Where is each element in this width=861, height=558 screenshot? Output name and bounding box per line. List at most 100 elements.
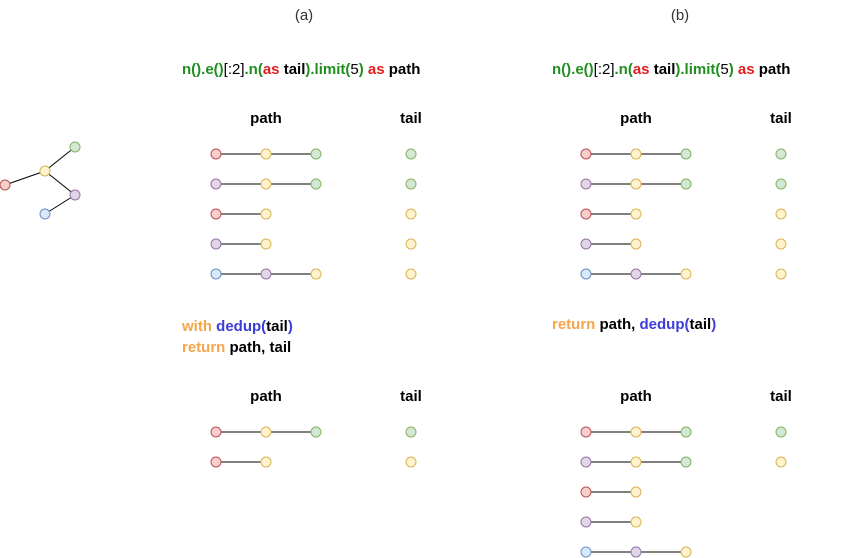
path-node-purple [580,516,592,528]
table-row [580,208,787,220]
path-node-yellow [630,178,642,190]
code-token: path [385,61,421,78]
code-token: path [755,61,791,78]
code-token: path, [595,316,639,333]
code-token: 5 [720,61,728,78]
graph-edge [44,194,76,215]
code-token: as [734,61,755,78]
path-table-b-top [580,148,787,280]
table-row [580,456,787,468]
path-node-yellow [260,148,272,160]
code-token: tail [280,61,306,78]
path-node-purple [260,268,272,280]
path-node-purple [580,178,592,190]
graph-node-purple [69,189,81,201]
code-token: [:2] [224,61,245,78]
path-node-yellow [260,426,272,438]
header-path-b-bottom: path [620,388,652,405]
path-node-red [580,208,592,220]
path-node-purple [630,268,642,280]
code-token: [:2] [594,61,615,78]
tail-node-yellow [775,268,787,280]
tail-node-yellow [405,238,417,250]
code-token: with [181,318,212,335]
path-table-b-bottom [580,426,787,558]
panel-label-b: (b) [671,7,689,24]
path-node-green [310,426,322,438]
path-node-yellow [630,148,642,160]
code-token: n().e() [552,61,594,78]
header-tail-b-top: tail [770,110,792,127]
code-token: ) [729,61,734,78]
path-node-green [310,148,322,160]
graph-edge [4,170,46,186]
path-node-yellow [630,208,642,220]
code-token: dedup( [212,318,266,335]
path-node-green [680,148,692,160]
graph-edge [44,170,76,196]
code-token: tail [690,316,712,333]
table-row [580,268,787,280]
graph-node-red [0,179,11,191]
code-token: return [552,316,595,333]
header-path-a-bottom: path [250,388,282,405]
graph-node-blue [39,208,51,220]
return-dedup-code-b: return path, dedup(tail) [552,316,716,333]
graph-node-green [69,141,81,153]
table-row [580,238,787,250]
path-node-purple [210,178,222,190]
tail-node-yellow [405,268,417,280]
path-node-yellow [680,546,692,558]
path-node-yellow [630,456,642,468]
path-node-yellow [630,238,642,250]
query-code-a: n().e()[:2].n(as tail).limit(5) as path [182,61,420,78]
tail-node-green [405,148,417,160]
code-token: path, tail [225,339,291,356]
code-token: ) [711,316,716,333]
code-token: return [182,339,225,356]
header-tail-a-top: tail [400,110,422,127]
code-token: tail [650,61,676,78]
path-node-yellow [310,268,322,280]
path-table-a-bottom [210,426,417,468]
code-token: as [633,61,650,78]
graph-node-yellow [39,165,51,177]
path-node-purple [580,238,592,250]
code-token: n().e() [182,61,224,78]
code-token: .n( [245,61,263,78]
code-token: as [263,61,280,78]
path-node-purple [580,456,592,468]
path-node-purple [630,546,642,558]
table-row [580,516,642,528]
code-token: ) [359,61,364,78]
path-node-green [310,178,322,190]
table-row [210,426,417,438]
table-row [580,148,787,160]
path-node-yellow [630,486,642,498]
path-node-red [210,456,222,468]
tail-node-green [775,426,787,438]
code-token: as [364,61,385,78]
tail-node-green [775,148,787,160]
table-row [210,268,417,280]
path-node-green [680,178,692,190]
table-row [580,178,787,190]
graph-edge [44,146,76,172]
path-node-red [580,486,592,498]
header-tail-b-bottom: tail [770,388,792,405]
path-node-red [580,426,592,438]
path-node-red [210,426,222,438]
path-node-blue [580,546,592,558]
path-node-yellow [260,238,272,250]
query-code-b: n().e()[:2].n(as tail).limit(5) as path [552,61,790,78]
path-node-purple [210,238,222,250]
tail-node-green [405,178,417,190]
path-node-yellow [680,268,692,280]
path-node-blue [210,268,222,280]
code-token: ).limit( [305,61,350,78]
path-node-yellow [260,456,272,468]
path-node-green [680,456,692,468]
table-row [210,178,417,190]
sample-graph [0,141,81,220]
